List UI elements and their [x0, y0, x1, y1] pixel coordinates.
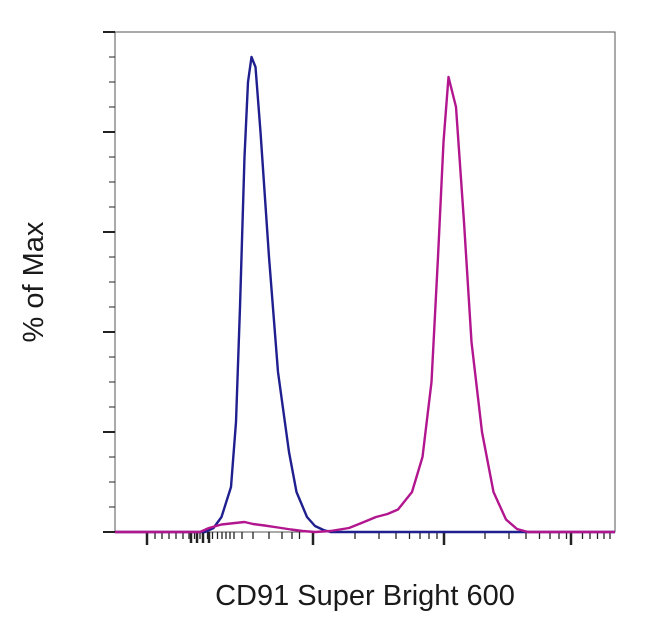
- plot-area: [103, 31, 616, 545]
- plot-frame: [114, 31, 616, 533]
- y-axis-label: % of Max: [18, 221, 50, 342]
- x-axis-label: CD91 Super Bright 600: [215, 580, 515, 612]
- y-axis-ticks: [103, 31, 115, 533]
- histogram-curves: [115, 55, 615, 534]
- stained-sample-curve: [115, 75, 615, 534]
- x-axis-ticks: [145, 532, 611, 545]
- isotype-control-curve: [115, 55, 615, 534]
